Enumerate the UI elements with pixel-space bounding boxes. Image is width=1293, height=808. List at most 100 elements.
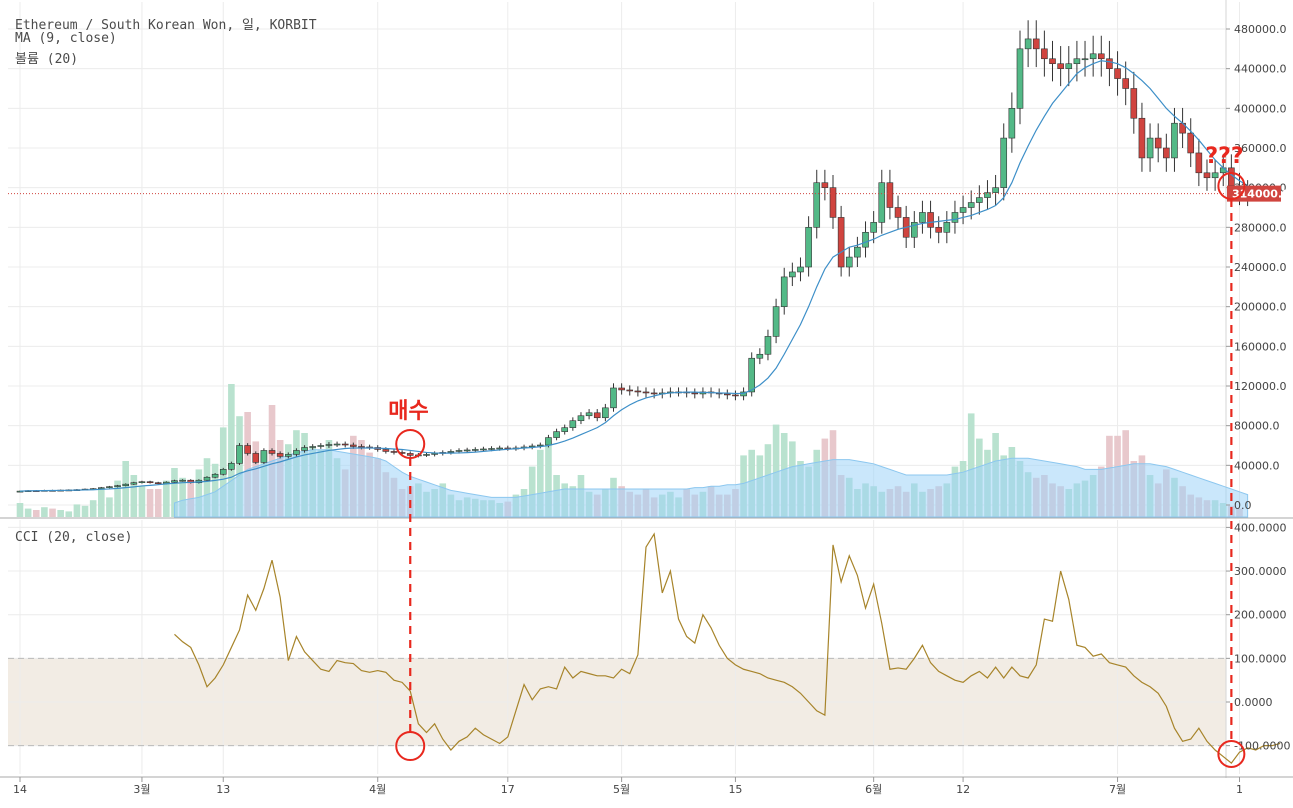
candle-body xyxy=(545,437,552,446)
candle-body xyxy=(244,445,251,454)
candle xyxy=(537,442,544,449)
candle-body xyxy=(585,412,593,417)
time-tick-label: 4월 xyxy=(369,783,386,796)
candle-body xyxy=(602,407,609,419)
candle-body xyxy=(886,182,894,208)
candle-body xyxy=(553,431,560,438)
candle-body xyxy=(171,480,178,483)
candle xyxy=(293,448,300,457)
candle xyxy=(610,383,617,412)
candle xyxy=(602,403,609,422)
candle xyxy=(317,443,325,449)
price-tick-label: 120000.0 xyxy=(1234,380,1287,393)
candle-body xyxy=(789,271,796,278)
volume-bar xyxy=(146,489,154,517)
candle-body xyxy=(821,182,829,188)
candle xyxy=(471,447,479,453)
candle-body xyxy=(284,454,292,457)
candle-body xyxy=(1130,88,1138,119)
candle-body xyxy=(805,227,812,268)
volume-bar xyxy=(65,511,73,517)
candle xyxy=(959,195,967,225)
candle-body xyxy=(1081,58,1089,61)
candle-body xyxy=(764,336,772,355)
time-axis-bg xyxy=(0,778,1293,804)
candle xyxy=(797,257,804,282)
annotations: 매수??? xyxy=(388,144,1246,768)
candle xyxy=(919,200,926,234)
candle xyxy=(1122,61,1129,106)
candle-body xyxy=(341,443,349,446)
last-price-label: 314000.0 xyxy=(1232,188,1290,201)
candle xyxy=(114,484,121,488)
candle xyxy=(1106,40,1113,87)
candle xyxy=(423,452,430,457)
candle-body xyxy=(1057,63,1064,69)
price-tick-label: 200000.0 xyxy=(1234,301,1287,314)
volume-bar xyxy=(967,413,975,517)
candle-body xyxy=(1049,58,1056,65)
ma-line xyxy=(19,60,1248,492)
candle xyxy=(870,211,877,244)
time-axis: 14 3월 13 4월 17 5월 15 6월 12 7월 1 xyxy=(13,777,1243,796)
candle-body xyxy=(106,486,113,488)
time-tick-label: 12 xyxy=(956,783,970,796)
candle xyxy=(284,452,292,459)
volume-bar xyxy=(195,469,203,517)
candle xyxy=(1049,40,1056,82)
candle xyxy=(203,476,211,482)
candle-body xyxy=(691,392,699,395)
candle xyxy=(244,443,251,456)
candle xyxy=(854,236,861,267)
candle xyxy=(1008,92,1016,153)
legend-cci: CCI (20, close) xyxy=(15,530,133,545)
candle-body xyxy=(406,453,414,456)
candle-body xyxy=(967,202,975,208)
price-tick-label: 440000.0 xyxy=(1234,63,1287,76)
candle xyxy=(1114,51,1121,96)
candle xyxy=(1154,123,1162,163)
candle xyxy=(732,390,739,401)
candle xyxy=(1016,30,1024,125)
volume-bar xyxy=(49,508,56,517)
cci-tick-label: -100.0000 xyxy=(1234,740,1290,753)
volume-bar xyxy=(73,504,81,517)
cci-tick-label: 400.0000 xyxy=(1234,521,1287,534)
candle-body xyxy=(1154,137,1162,149)
price-tick-label: 360000.0 xyxy=(1234,142,1287,155)
candle xyxy=(585,409,593,420)
candle-body xyxy=(569,420,577,428)
candle-body xyxy=(935,227,942,233)
candle-body xyxy=(309,446,316,448)
candle-body xyxy=(878,182,886,223)
volume-bar xyxy=(114,480,121,517)
candle-body xyxy=(1032,38,1040,50)
candle xyxy=(821,169,829,201)
candle xyxy=(691,388,699,399)
candle-body xyxy=(1000,137,1008,188)
candle xyxy=(1089,35,1097,77)
candle-body xyxy=(724,393,731,396)
candle-body xyxy=(577,415,585,422)
candle xyxy=(1081,40,1089,77)
candle xyxy=(276,451,284,459)
candle-body xyxy=(732,394,739,397)
candle xyxy=(1195,138,1203,187)
volume-bar xyxy=(171,468,178,517)
volume-bar xyxy=(138,486,146,517)
candle xyxy=(171,479,178,484)
last-price-tag xyxy=(1227,185,1281,202)
candle-body xyxy=(943,222,951,233)
candle-body xyxy=(447,451,455,453)
time-tick-label: 15 xyxy=(728,783,742,796)
price-tick-label: 160000.0 xyxy=(1234,340,1287,353)
candle-body xyxy=(813,182,821,228)
candle-body xyxy=(756,353,764,359)
candle-body xyxy=(1114,68,1121,79)
candle xyxy=(1211,159,1219,191)
candle-body xyxy=(1171,122,1178,159)
candle xyxy=(219,467,227,476)
candle-body xyxy=(276,453,284,457)
candle xyxy=(886,169,894,220)
volume-bar xyxy=(228,384,235,517)
